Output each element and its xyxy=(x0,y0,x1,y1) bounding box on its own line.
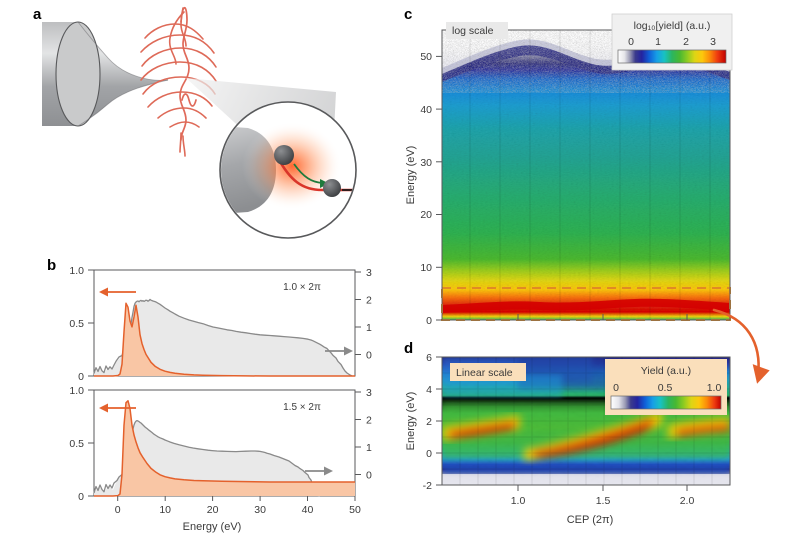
panel-d-ylabel: Energy (eV) xyxy=(405,392,417,451)
panel-b-bottom-rtick-1: 1 xyxy=(366,442,372,454)
panel-c-colorbar: log₁₀[yield] (a.u.) 0 1 2 3 xyxy=(611,13,733,71)
panel-c-ytick-2: 20 xyxy=(420,209,432,221)
panel-c-ytick-1: 10 xyxy=(420,262,432,274)
panel-d-ytick-1: 0 xyxy=(426,448,432,460)
panel-c-scale-tag-label: log scale xyxy=(452,25,494,37)
panel-d-ytick-3: 4 xyxy=(426,384,432,396)
panel-b-top-rtick-1: 1 xyxy=(366,322,372,334)
panel-d-cbtick-1: 0.5 xyxy=(658,382,673,394)
panel-b-top-right-arrow-icon xyxy=(325,346,353,356)
panel-b-bottom-ytick-0: 0 xyxy=(78,491,84,503)
panel-c-scale-tag: log scale xyxy=(446,22,508,39)
panel-c-ylabel: Energy (eV) xyxy=(405,146,417,205)
panel-b-bottom-linear-curve-fill xyxy=(94,400,355,496)
panel-d-xaxis xyxy=(517,485,688,491)
panel-d-scale-tag: Linear scale xyxy=(450,363,526,381)
panel-d-ytick-2: 2 xyxy=(426,416,432,428)
panel-d-ytick-4: 6 xyxy=(426,352,432,364)
panel-c-heatmap: 0 10 20 30 40 50 Energy (eV) log scale l… xyxy=(405,13,733,327)
electron-at-surface xyxy=(274,145,294,165)
panel-b-xtick-2: 20 xyxy=(207,504,219,516)
panel-b-bottom-right-arrow-icon xyxy=(305,466,333,476)
laser-pulse-icon xyxy=(179,6,197,141)
panel-b-top-ytick-2: 1.0 xyxy=(69,265,84,277)
panel-a-letter: a xyxy=(33,6,42,23)
panel-a-illustration xyxy=(42,6,357,239)
panel-d-scale-tag-label: Linear scale xyxy=(456,367,513,379)
panel-d-xtick-1: 1.5 xyxy=(596,495,611,507)
panel-b-bottom-ytick-1: 0.5 xyxy=(69,438,84,450)
panel-b-top-rtick-3: 3 xyxy=(366,267,372,279)
panel-c-ytick-4: 40 xyxy=(420,104,432,116)
panel-b-xtick-4: 40 xyxy=(302,504,314,516)
panel-b-top-ytick-0: 0 xyxy=(78,371,84,383)
panel-d-colorbar-title: Yield (a.u.) xyxy=(641,365,691,377)
panel-b-top-cep-annotation: 1.0 × 2π xyxy=(283,282,321,293)
panel-b-bottom-linear-curve xyxy=(94,400,355,497)
panel-b-bottom-left-arrow-icon xyxy=(99,403,136,413)
panel-b-top-left-arrow-icon xyxy=(99,287,136,297)
panel-d-heatmap: Linear scale Yield (a.u.) 0 0.5 1.0 -2 0… xyxy=(405,352,731,526)
panel-c-plot-area xyxy=(441,29,731,321)
panel-d-ytick-0: -2 xyxy=(423,480,432,492)
panel-c-ytick-3: 30 xyxy=(420,157,432,169)
panel-b-top-log-curve-fill xyxy=(94,299,355,376)
panel-c-yaxis xyxy=(436,55,442,321)
panel-b-xtick-1: 10 xyxy=(159,504,171,516)
panel-c-cbtick-2: 2 xyxy=(683,36,689,48)
panel-c-cbtick-3: 3 xyxy=(710,36,716,48)
panel-c-cbtick-0: 0 xyxy=(628,36,634,48)
inset-circle xyxy=(219,101,357,239)
panel-d-xtick-0: 1.0 xyxy=(511,495,526,507)
panel-d-cbtick-2: 1.0 xyxy=(707,382,722,394)
panel-b-bottom-subplot: 1.0 0.5 0 3 2 1 0 1.5 × 2π xyxy=(69,385,372,516)
panel-c-xaxis-ticks xyxy=(517,314,688,320)
panel-d-letter: d xyxy=(404,340,414,357)
panel-b-top-rtick-2: 2 xyxy=(366,295,372,307)
panel-b-bottom-rtick-2: 2 xyxy=(366,415,372,427)
panel-b-xtick-5: 50 xyxy=(349,504,361,516)
panel-b-letter: b xyxy=(47,257,57,274)
panel-cd-connector-arrow-icon xyxy=(712,308,770,384)
panel-b-top-ytick-1: 0.5 xyxy=(69,318,84,330)
panel-c-colorbar-title: log₁₀[yield] (a.u.) xyxy=(634,20,711,32)
panel-c-cbtick-1: 1 xyxy=(655,36,661,48)
panel-c-letter: c xyxy=(404,6,413,23)
panel-c-ytick-5: 50 xyxy=(420,51,432,63)
nanotip-shank xyxy=(42,21,169,127)
panel-c-ytick-0: 0 xyxy=(426,315,432,327)
panel-b-bottom-ytick-2: 1.0 xyxy=(69,385,84,397)
panel-b-top-rtick-0: 0 xyxy=(366,350,372,362)
panel-d-colorbar: Yield (a.u.) 0 0.5 1.0 xyxy=(605,359,727,415)
panel-b-xtick-3: 30 xyxy=(254,504,266,516)
panel-b-chart: Yield (a.u.) log₁₀ [yield] (a.u.) Energy… xyxy=(69,265,372,533)
panel-b-xlabel: Energy (eV) xyxy=(183,521,242,533)
panel-d-yaxis xyxy=(436,356,442,486)
panel-b-bottom-cep-annotation: 1.5 × 2π xyxy=(283,402,321,413)
panel-d-cbtick-0: 0 xyxy=(613,382,619,394)
panel-d-xtick-2: 2.0 xyxy=(680,495,695,507)
panel-b-top-linear-curve xyxy=(94,302,355,377)
electron-rescattered xyxy=(323,179,341,197)
panel-d-xlabel: CEP (2π) xyxy=(567,514,614,526)
panel-b-top-subplot: 1.0 0.5 0 3 2 1 0 1. xyxy=(69,265,372,383)
panel-b-bottom-rtick-0: 0 xyxy=(366,470,372,482)
pulse-envelope xyxy=(140,7,217,157)
panel-b-xtick-0: 0 xyxy=(115,504,121,516)
panel-b-bottom-rtick-3: 3 xyxy=(366,387,372,399)
